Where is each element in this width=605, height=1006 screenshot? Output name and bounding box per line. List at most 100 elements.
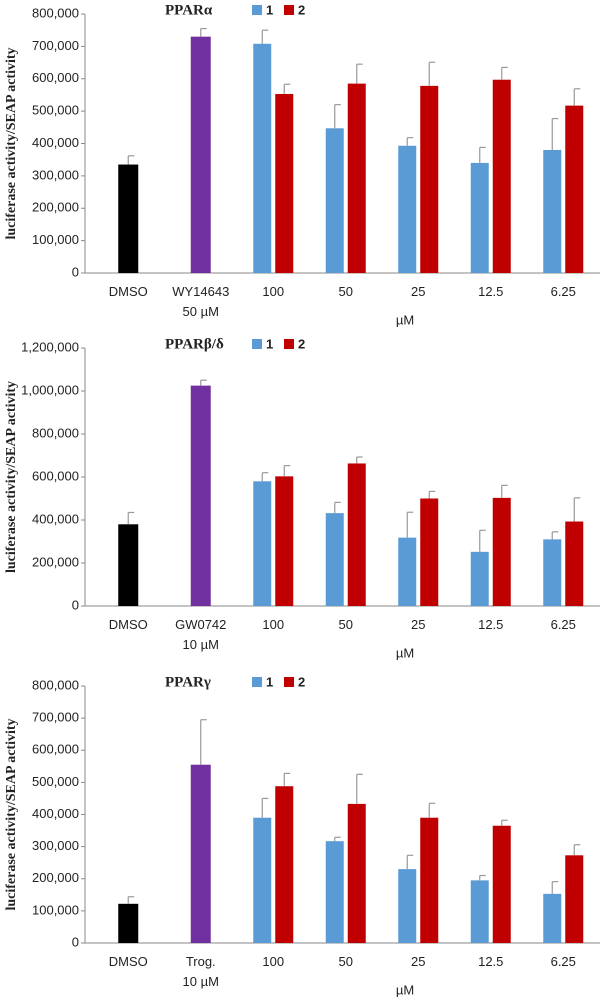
legend-swatch (252, 677, 262, 687)
x-tick-label: DMSO (109, 954, 148, 969)
legend-swatch (252, 5, 262, 15)
x-tick-label-line: 12.5 (478, 617, 503, 632)
bar (253, 43, 272, 273)
bar (543, 539, 562, 606)
x-tick-label: 25 (411, 954, 425, 969)
error-bar (501, 484, 508, 498)
error-bar (334, 836, 341, 842)
legend-label: 2 (298, 336, 305, 351)
y-tick-label: 800,000 (32, 677, 79, 692)
error-bar (283, 465, 291, 477)
error-bar (127, 511, 135, 525)
bar (420, 817, 439, 943)
y-tick-label: 0 (72, 597, 79, 612)
bar (492, 825, 511, 943)
error-bar (127, 896, 135, 904)
bar (275, 476, 294, 606)
bar (253, 481, 272, 606)
y-tick-label: 600,000 (32, 742, 79, 757)
y-tick-label: 800,000 (32, 425, 79, 440)
x-tick-label-line: DMSO (109, 954, 148, 969)
x-tick-label-line: 100 (262, 617, 284, 632)
error-bar (406, 137, 414, 146)
bar (543, 149, 562, 273)
error-bar (406, 511, 414, 538)
bar (118, 524, 139, 606)
bar (470, 162, 489, 273)
error-bar (428, 490, 436, 499)
legend-label: 1 (266, 2, 273, 17)
bar (275, 786, 294, 943)
x-axis-label: µM (396, 645, 414, 660)
y-tick-label: 600,000 (32, 468, 79, 483)
x-tick-label: 100 (262, 617, 284, 632)
bar (492, 497, 511, 606)
error-bar (479, 874, 486, 881)
x-tick-label-line: 50 (339, 954, 353, 969)
error-bar (479, 146, 486, 163)
error-bar (551, 881, 559, 894)
x-tick-label-line: 100 (262, 284, 284, 299)
error-bar (428, 802, 436, 818)
error-bar (200, 379, 207, 386)
error-bar (479, 529, 486, 552)
x-tick-label: WY14643 50 µM (172, 284, 229, 319)
x-tick-label-line: 10 µM (183, 974, 219, 989)
bar (325, 841, 344, 943)
x-tick-label: 50 (339, 284, 353, 299)
chart-title: PPARγ (165, 674, 211, 690)
y-tick-label: 400,000 (32, 135, 79, 150)
bar (543, 893, 562, 943)
x-tick-label: GW0742 10 µM (175, 617, 226, 652)
chart-panel: luciferase activity/SEAP activity PPARγ 0 1… (4, 674, 600, 997)
x-axis-label: µM (396, 312, 414, 327)
error-bar (283, 83, 291, 94)
x-tick-label-line: 25 (411, 617, 425, 632)
bar (190, 36, 211, 273)
y-tick-label: 100,000 (32, 232, 79, 247)
x-tick-label: DMSO (109, 617, 148, 632)
bar (275, 93, 294, 273)
bar (347, 83, 366, 273)
bar (470, 880, 489, 943)
x-tick-label: 100 (262, 954, 284, 969)
chart-title: PPARα (165, 2, 213, 18)
error-bar (334, 104, 341, 129)
y-tick-label: 700,000 (32, 38, 79, 53)
x-tick-label-line: 100 (262, 954, 284, 969)
x-tick-label-line: 12.5 (478, 284, 503, 299)
bar (118, 164, 139, 273)
y-tick-label: 400,000 (32, 806, 79, 821)
legend-swatch (252, 339, 262, 349)
x-tick-label: Trog. 10 µM (183, 954, 219, 989)
bar (420, 498, 439, 606)
x-tick-label: 12.5 (478, 954, 503, 969)
bar (565, 105, 584, 273)
error-bar (551, 117, 559, 150)
x-tick-label: 50 (339, 617, 353, 632)
x-axis-label: µM (396, 982, 414, 997)
legend-label: 2 (298, 2, 305, 17)
x-tick-label-line: DMSO (109, 617, 148, 632)
x-tick-label-line: 6.25 (551, 617, 576, 632)
x-tick-label: 50 (339, 954, 353, 969)
x-tick-label: 6.25 (551, 617, 576, 632)
y-tick-label: 200,000 (32, 554, 79, 569)
x-tick-label-line: 6.25 (551, 954, 576, 969)
legend-swatch (284, 677, 294, 687)
error-bar (334, 501, 341, 514)
bar (565, 855, 584, 943)
bar (190, 385, 211, 606)
x-tick-label-line: Trog. (186, 954, 216, 969)
error-bar (261, 797, 269, 818)
y-tick-label: 100,000 (32, 902, 79, 917)
error-bar (200, 719, 207, 765)
x-tick-label: 12.5 (478, 284, 503, 299)
x-tick-label-line: 25 (411, 284, 425, 299)
bar (347, 803, 366, 943)
y-axis-label: luciferase activity/SEAP activity (4, 47, 19, 239)
y-tick-label: 600,000 (32, 70, 79, 85)
y-tick-label: 800,000 (32, 5, 79, 20)
x-tick-label-line: WY14643 (172, 284, 229, 299)
x-tick-label-line: GW0742 (175, 617, 226, 632)
